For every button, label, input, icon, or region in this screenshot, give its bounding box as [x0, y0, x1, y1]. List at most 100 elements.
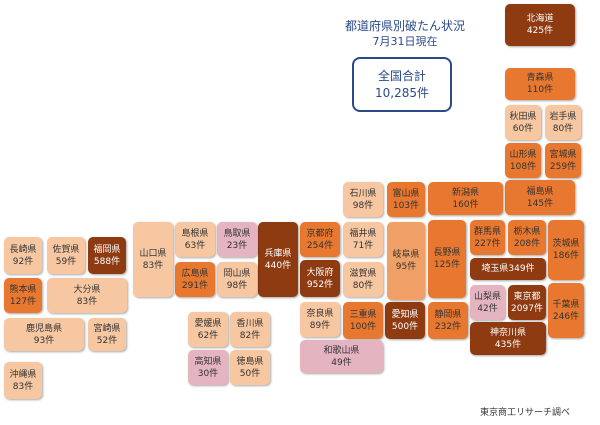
prefecture-tile: 埼玉県349件 [470, 258, 546, 280]
prefecture-name: 山口県 [139, 248, 167, 259]
prefecture-tile: 岩手県 80件 [545, 105, 581, 140]
prefecture-count: 93件 [33, 335, 55, 346]
prefecture-tile: 岐阜県 95件 [387, 222, 425, 300]
prefecture-tile: 山形県 108件 [505, 143, 541, 178]
prefecture-name: 宮崎県 [93, 323, 121, 334]
prefecture-tile: 和歌山県 49件 [300, 340, 383, 373]
prefecture-name: 富山県 [392, 188, 420, 199]
prefecture-tile: 佐賀県 59件 [47, 237, 85, 274]
prefecture-name: 青森県 [526, 73, 554, 83]
prefecture-count: 103件 [392, 200, 420, 211]
total-value: 10,285件 [375, 85, 429, 100]
prefecture-count: 60件 [512, 123, 534, 134]
prefecture-tile: 香川県 82件 [230, 312, 270, 347]
prefecture-count: 108件 [509, 161, 537, 172]
prefecture-name: 愛知県 [391, 309, 419, 320]
prefecture-tile: 広島県 291件 [175, 262, 215, 297]
prefecture-name: 熊本県 [9, 284, 37, 295]
prefecture-name: 千葉県 [552, 299, 580, 310]
prefecture-count: 160件 [452, 199, 479, 210]
prefecture-name: 北海道 [526, 14, 554, 24]
prefecture-count: 246件 [552, 311, 580, 322]
prefecture-tile: 福島県 145件 [505, 180, 575, 215]
prefecture-name: 兵庫県 [264, 248, 292, 259]
prefecture-name: 滋賀県 [349, 268, 377, 279]
prefecture-count: 80件 [352, 280, 374, 291]
prefecture-name: 埼玉県349件 [481, 264, 535, 274]
prefecture-name: 山梨県 [473, 291, 501, 302]
total-label: 全国合計 [377, 68, 426, 83]
prefecture-count: 208件 [513, 238, 541, 249]
prefecture-tile: 富山県 103件 [387, 182, 425, 217]
prefecture-count: 425件 [526, 26, 554, 36]
prefecture-count: 83件 [12, 381, 34, 392]
prefecture-name: 新潟県 [451, 187, 479, 198]
prefecture-name: 沖縄県 [9, 369, 37, 380]
prefecture-name: 大阪府 [306, 267, 334, 278]
prefecture-tile: 北海道 425件 [505, 4, 575, 46]
prefecture-name: 岐阜県 [392, 250, 420, 260]
prefecture-name: 福岡県 [93, 244, 121, 255]
prefecture-count: 95件 [395, 262, 417, 272]
prefecture-count: 42件 [477, 303, 498, 314]
prefecture-count: 440件 [264, 260, 292, 271]
prefecture-tile: 新潟県 160件 [428, 182, 503, 215]
prefecture-tile: 長崎県 92件 [4, 237, 42, 274]
prefecture-tile: 大阪府 952件 [300, 260, 340, 297]
prefecture-tile: 宮城県 259件 [545, 143, 581, 178]
prefecture-count: 92件 [12, 256, 34, 267]
prefecture-name: 京都府 [306, 228, 334, 239]
prefecture-count: 52件 [96, 335, 118, 346]
prefecture-count: 2097件 [511, 303, 543, 314]
prefecture-name: 東京都 [513, 291, 541, 302]
prefecture-name: 福島県 [526, 186, 554, 197]
prefecture-count: 435件 [494, 339, 522, 350]
prefecture-tile: 三重県 100件 [343, 302, 383, 339]
prefecture-count: 50件 [239, 368, 261, 379]
prefecture-count: 186件 [552, 251, 580, 261]
prefecture-count: 82件 [239, 330, 261, 341]
prefecture-tile: 愛媛県 62件 [188, 312, 228, 347]
prefecture-tile: 沖縄県 83件 [4, 362, 42, 399]
prefecture-tile: 長野県 125件 [428, 220, 466, 298]
prefecture-name: 島根県 [181, 228, 209, 239]
prefecture-tile: 鳥取県 23件 [217, 222, 257, 257]
prefecture-count: 145件 [526, 198, 554, 209]
prefecture-tile: 大分県 83件 [47, 278, 127, 313]
prefecture-name: 秋田県 [509, 111, 537, 122]
prefecture-name: 香川県 [236, 318, 264, 329]
prefecture-count: 62件 [197, 330, 219, 341]
prefecture-tile: 宮崎県 52件 [88, 318, 126, 351]
prefecture-tile: 千葉県 246件 [548, 283, 584, 338]
prefecture-name: 栃木県 [513, 226, 541, 237]
prefecture-tile: 兵庫県 440件 [258, 222, 298, 297]
prefecture-name: 福井県 [349, 228, 377, 239]
prefecture-count: 127件 [9, 296, 37, 307]
prefecture-count: 100件 [349, 321, 377, 332]
prefecture-tile: 岡山県 98件 [217, 262, 257, 297]
prefecture-count: 98件 [352, 200, 374, 211]
prefecture-tile: 鹿児島県 93件 [4, 318, 84, 351]
prefecture-name: 茨城県 [552, 239, 580, 249]
prefecture-count: 71件 [352, 240, 374, 251]
prefecture-name: 岩手県 [549, 111, 577, 122]
total-box: 全国合計 10,285件 [352, 57, 452, 112]
prefecture-tile: 山梨県 42件 [470, 285, 505, 320]
prefecture-count: 588件 [93, 256, 121, 267]
prefecture-name: 群馬県 [473, 226, 501, 237]
prefecture-name: 大分県 [73, 284, 101, 295]
prefecture-tile: 青森県 110件 [505, 68, 575, 100]
prefecture-tile: 福井県 71件 [343, 222, 383, 257]
prefecture-count: 125件 [433, 260, 461, 270]
prefecture-count: 80件 [552, 123, 574, 134]
prefecture-count: 259件 [549, 161, 577, 172]
prefecture-name: 佐賀県 [52, 244, 80, 255]
prefecture-tile: 栃木県 208件 [508, 220, 546, 255]
prefecture-count: 98件 [226, 280, 248, 291]
prefecture-name: 奈良県 [306, 308, 334, 319]
prefecture-tile: 山口県 83件 [133, 222, 173, 297]
prefecture-count: 49件 [331, 357, 352, 368]
prefecture-count: 63件 [184, 240, 206, 251]
prefecture-name: 徳島県 [236, 356, 264, 367]
prefecture-count: 952件 [306, 279, 334, 290]
